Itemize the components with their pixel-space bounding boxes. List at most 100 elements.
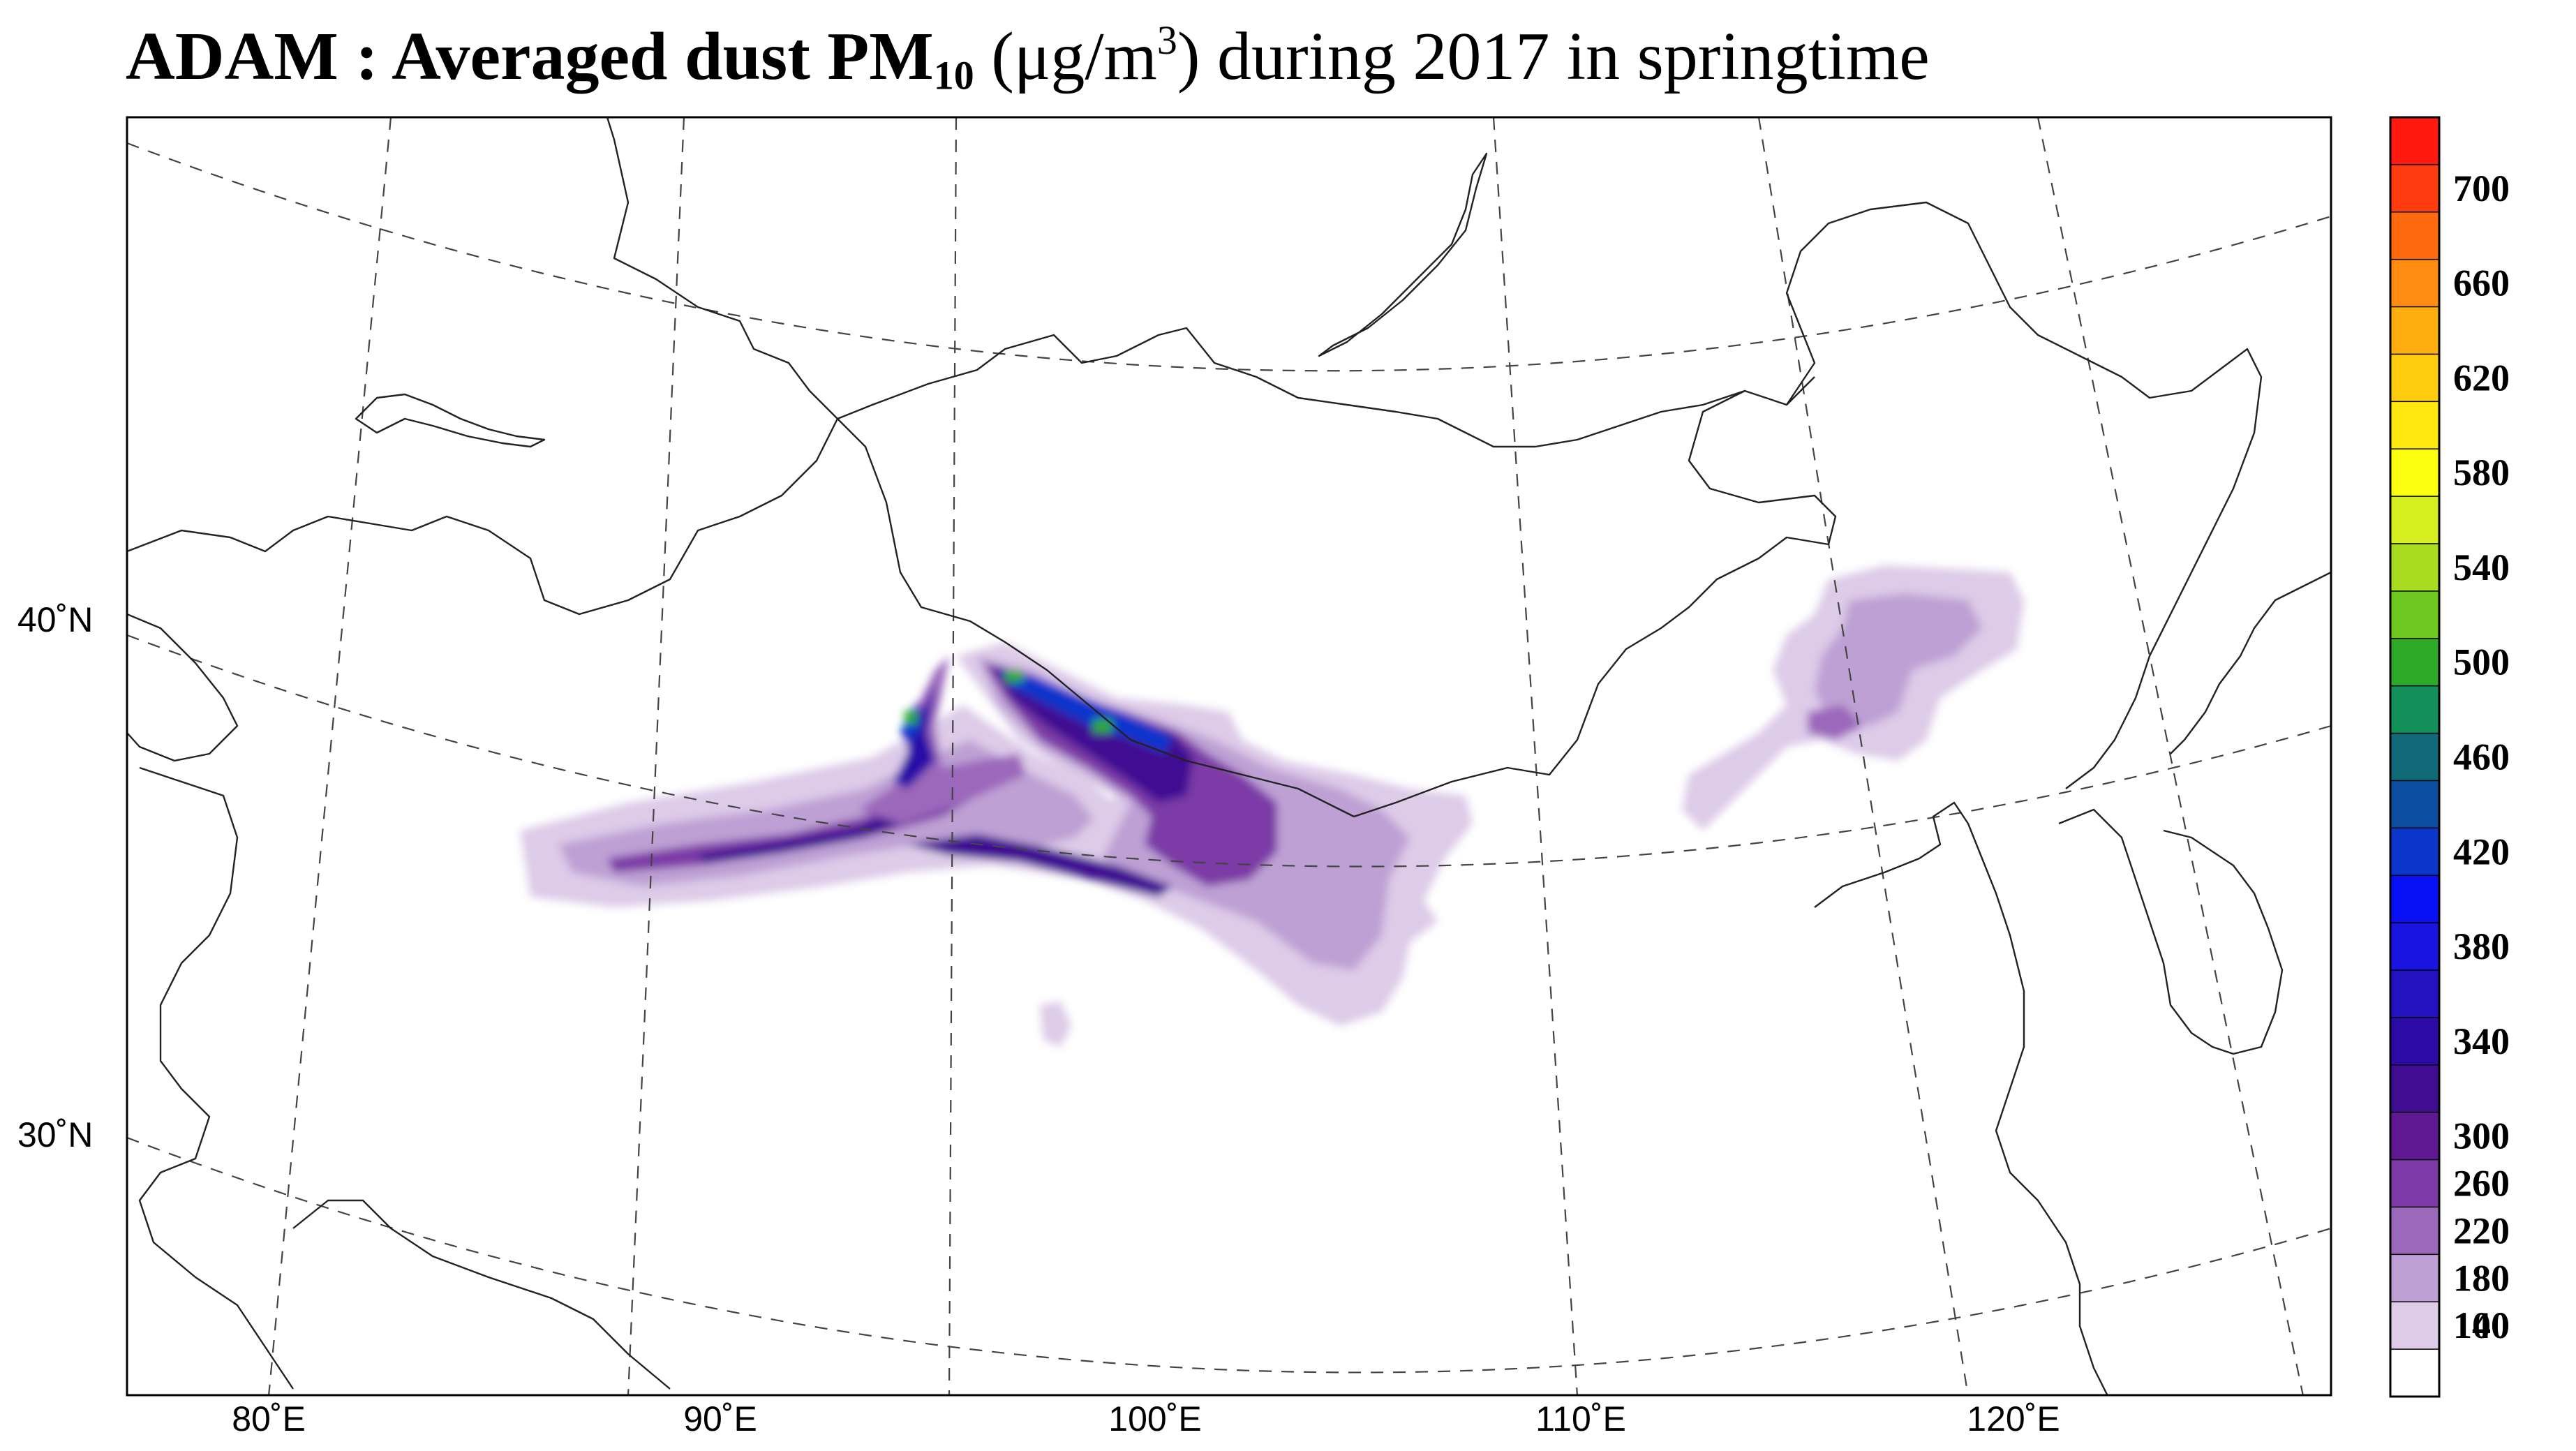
mongolia-russia-border bbox=[837, 327, 1745, 448]
parallel-40n bbox=[127, 634, 2331, 868]
colorbar-tick-label: 620 bbox=[2453, 357, 2510, 399]
colorbar-frame bbox=[2389, 116, 2441, 1398]
baikal-lake bbox=[1318, 152, 1488, 357]
colorbar-swatch bbox=[2390, 496, 2440, 545]
plume-hexi-blue bbox=[998, 670, 1172, 754]
title-unit-open: (μg/m bbox=[974, 19, 1157, 94]
plume-tarim-core bbox=[698, 810, 914, 864]
korea-coast bbox=[2058, 808, 2284, 1055]
plume-east-dark bbox=[1808, 705, 1863, 740]
colorbar-tick-label: 500 bbox=[2453, 641, 2510, 683]
title-bold-text: Averaged dust PM bbox=[392, 19, 934, 94]
colorbar-swatch bbox=[2390, 448, 2440, 498]
colorbar-swatch bbox=[2390, 401, 2440, 450]
lon-label-100e: 100˚E bbox=[1108, 1399, 1201, 1438]
east-coast-far bbox=[2170, 571, 2331, 754]
colorbar-tick-label: 700 bbox=[2453, 168, 2510, 209]
title-unit-close: ) bbox=[1177, 19, 1200, 94]
borders bbox=[127, 117, 2331, 1395]
colorbar-swatch bbox=[2390, 969, 2440, 1019]
title-superscript: 3 bbox=[1156, 17, 1177, 64]
colorbar-tick-label: 260 bbox=[2453, 1163, 2510, 1205]
lat-label-40n: 40˚N bbox=[17, 600, 93, 639]
balkhash-lake bbox=[355, 393, 546, 448]
lon-labels: 80˚E 90˚E 100˚E 110˚E 120˚E bbox=[232, 1399, 2060, 1438]
parallel-30n bbox=[127, 1136, 2331, 1374]
china-east-coast bbox=[1814, 801, 2108, 1395]
colorbar-tick-label: 220 bbox=[2453, 1210, 2510, 1251]
meridian-100e bbox=[948, 117, 958, 1395]
colorbar-tick-label: 660 bbox=[2453, 262, 2510, 304]
colorbar-tick-label: 420 bbox=[2453, 831, 2510, 872]
colorbar-tick-label: 580 bbox=[2453, 452, 2510, 493]
meridian-80e bbox=[267, 117, 392, 1395]
parallel-45n bbox=[127, 142, 2331, 372]
kazakh-border bbox=[127, 117, 839, 616]
meridian-90e bbox=[627, 117, 685, 1395]
colorbar-swatch bbox=[2390, 1017, 2440, 1066]
plume-east-mid bbox=[1815, 593, 1982, 726]
graticule bbox=[127, 117, 2331, 1395]
meridian-130e bbox=[2037, 117, 2304, 1395]
colorbar-swatch bbox=[2390, 1159, 2440, 1208]
colorbar-swatch bbox=[2390, 685, 2440, 734]
colorbar-swatch bbox=[2390, 117, 2440, 166]
dust-plumes bbox=[520, 565, 2024, 1047]
colorbar-swatch bbox=[2390, 164, 2440, 214]
lon-label-120e: 120˚E bbox=[1967, 1399, 2060, 1438]
colorbar: 700 660 620 580 540 500 460 420 380 340 300 260 220 1… bbox=[2389, 116, 2510, 1398]
title-model: ADAM bbox=[126, 19, 338, 94]
lat-label-30n: 30˚N bbox=[17, 1115, 93, 1154]
plume-hotspot-2 bbox=[1005, 670, 1023, 683]
plume-small-patch bbox=[1040, 1002, 1071, 1047]
colorbar-swatch bbox=[2390, 211, 2440, 261]
colorbar-swatch bbox=[2390, 1111, 2440, 1161]
south-border bbox=[292, 1199, 671, 1390]
lon-label-90e: 90˚E bbox=[683, 1399, 757, 1438]
plume-hotspot-3 bbox=[1093, 719, 1112, 733]
far-west-borders bbox=[127, 613, 239, 762]
plume-hotspot-1 bbox=[904, 710, 917, 724]
colorbar-swatch bbox=[2390, 1206, 2440, 1256]
colorbar-swatch bbox=[2390, 1348, 2440, 1398]
colorbar-tick-label: 340 bbox=[2453, 1020, 2510, 1062]
lon-label-110e: 110˚E bbox=[1535, 1399, 1626, 1438]
colorbar-tick-label: 460 bbox=[2453, 736, 2510, 778]
colorbar-tick-label: 300 bbox=[2453, 1115, 2510, 1157]
colorbar-swatch bbox=[2390, 353, 2440, 403]
plume-tarim-dark bbox=[607, 782, 977, 872]
colorbar-swatch bbox=[2390, 258, 2440, 308]
colorbar-swatch bbox=[2390, 1064, 2440, 1114]
colorbar-swatch bbox=[2390, 732, 2440, 782]
colorbar-swatch bbox=[2390, 543, 2440, 593]
china-mongolia-border bbox=[837, 376, 1837, 818]
colorbar-swatch bbox=[2390, 590, 2440, 640]
colorbar-tick-label: 380 bbox=[2453, 925, 2510, 967]
lat-labels: 40˚N 30˚N bbox=[17, 600, 93, 1154]
colorbar-swatch bbox=[2390, 827, 2440, 877]
map-title: ADAM : Averaged dust PM10 (μg/m3) during… bbox=[126, 17, 1930, 98]
map-frame bbox=[126, 116, 2332, 1397]
lon-label-80e: 80˚E bbox=[232, 1399, 306, 1438]
colorbar-swatch bbox=[2390, 306, 2440, 355]
colorbar-tick-label: 180 bbox=[2453, 1257, 2510, 1299]
title-tail: during 2017 in springtime bbox=[1200, 19, 1930, 94]
colorbar-tick-label: 140 bbox=[2453, 1304, 2510, 1346]
meridian-120e bbox=[1757, 117, 1969, 1395]
colorbar-swatch bbox=[2390, 922, 2440, 972]
title-subscript: 10 bbox=[933, 52, 974, 98]
colorbar-swatch bbox=[2390, 875, 2440, 924]
plume-south-streak bbox=[907, 834, 1172, 897]
colorbar-swatch bbox=[2390, 1253, 2440, 1303]
russia-northeast bbox=[1785, 201, 2263, 789]
china-west-border bbox=[138, 766, 294, 1390]
colorbar-swatch bbox=[2390, 1301, 2440, 1350]
meridian-110e bbox=[1492, 117, 1579, 1395]
colorbar-swatch bbox=[2390, 638, 2440, 687]
title-separator: : bbox=[338, 19, 392, 94]
colorbar-swatch bbox=[2390, 780, 2440, 829]
colorbar-tick-label: 540 bbox=[2453, 546, 2510, 588]
map-plot-area bbox=[127, 117, 2331, 1395]
colorbar-tick-label: 100 bbox=[2453, 1304, 2510, 1346]
